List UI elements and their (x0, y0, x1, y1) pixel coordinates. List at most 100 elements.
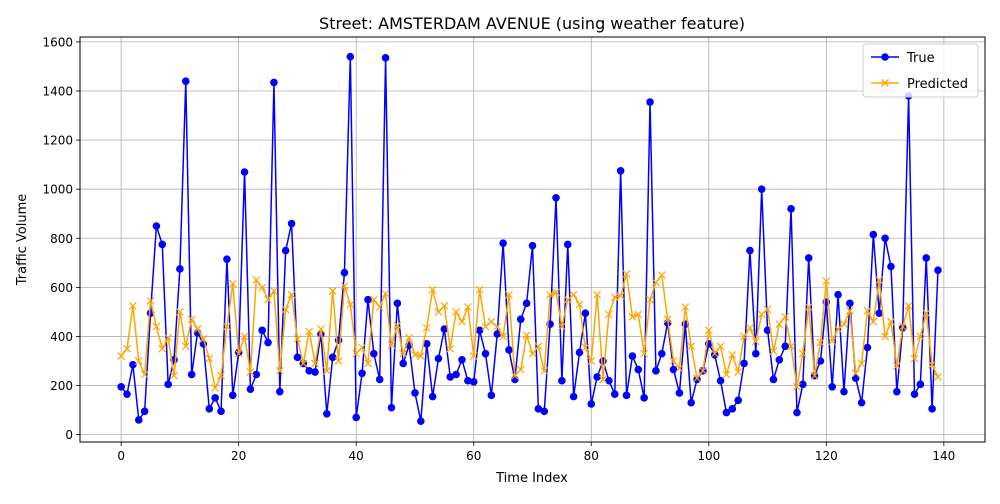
data-point-true (528, 241, 537, 250)
data-point-true (446, 373, 455, 381)
data-point-true (123, 390, 131, 398)
data-point-predicted (393, 321, 402, 330)
data-point-true (775, 355, 784, 364)
data-point-predicted (851, 369, 860, 378)
data-point-predicted (499, 332, 508, 341)
data-point-true (669, 365, 678, 374)
data-point-true (857, 398, 866, 407)
x-tick-label: 80 (584, 449, 599, 463)
data-point-true (464, 376, 472, 385)
data-point-predicted (375, 303, 384, 311)
data-point-true (734, 396, 742, 405)
data-point-predicted (922, 309, 931, 318)
data-point-predicted (128, 301, 137, 310)
data-point-predicted (246, 368, 255, 376)
data-point-predicted (387, 341, 396, 349)
data-point-true (246, 385, 255, 394)
data-point-true (270, 78, 278, 87)
y-tick-label: 600 (50, 281, 73, 295)
data-point-predicted (222, 322, 231, 331)
data-point-predicted (669, 357, 678, 365)
data-point-true (458, 355, 466, 364)
data-point-predicted (622, 269, 631, 278)
data-point-predicted (487, 317, 496, 326)
data-point-predicted (593, 290, 602, 299)
data-point-predicted (557, 322, 566, 331)
data-point-true (893, 387, 901, 396)
legend-true-marker (881, 53, 889, 61)
data-point-true (240, 168, 249, 176)
data-point-predicted (234, 349, 243, 358)
data-point-true (799, 380, 807, 389)
data-point-predicted (411, 350, 419, 359)
data-point-true (693, 375, 701, 384)
data-point-predicted (751, 337, 760, 346)
data-point-true (340, 268, 349, 277)
data-point-true (358, 369, 366, 378)
data-point-predicted (863, 306, 872, 315)
data-point-true (652, 367, 660, 375)
data-point-predicted (399, 349, 408, 358)
data-point-predicted (640, 349, 649, 358)
data-point-true (763, 326, 772, 335)
data-point-predicted (569, 290, 578, 299)
data-point-true (716, 376, 725, 385)
data-point-true (505, 346, 513, 354)
data-point-predicted (164, 333, 173, 342)
data-point-predicted (892, 361, 901, 370)
data-point-predicted (675, 364, 684, 373)
data-point-true (616, 166, 625, 175)
data-point-predicted (381, 289, 390, 298)
legend: True Predicted (862, 43, 979, 98)
data-point-predicted (481, 322, 490, 331)
data-point-true (910, 390, 919, 398)
data-point-true (534, 405, 543, 413)
data-point-true (287, 219, 296, 228)
data-point-true (593, 373, 601, 381)
data-point-true (769, 375, 778, 384)
data-point-true (452, 370, 460, 379)
data-point-true (916, 380, 925, 389)
data-point-true (781, 342, 789, 351)
data-point-true (928, 405, 936, 413)
data-point-true (569, 392, 578, 401)
data-point-true (375, 375, 384, 384)
data-point-predicted (716, 342, 725, 351)
data-point-predicted (816, 338, 825, 347)
data-point-predicted (646, 295, 654, 304)
data-point-true (757, 185, 766, 193)
data-point-true (181, 77, 190, 85)
data-point-predicted (787, 342, 795, 351)
data-point-predicted (875, 276, 884, 284)
data-point-predicted (264, 295, 272, 304)
data-point-predicted (563, 295, 572, 304)
data-point-predicted (869, 317, 878, 326)
data-point-predicted (469, 352, 478, 361)
data-point-predicted (845, 306, 854, 315)
data-point-true (687, 398, 695, 407)
data-point-true (540, 407, 549, 416)
data-point-predicted (217, 371, 225, 380)
data-point-true (258, 326, 266, 335)
data-point-predicted (152, 322, 161, 331)
data-point-true (158, 240, 167, 249)
data-point-true (411, 389, 419, 397)
data-point-predicted (440, 301, 449, 310)
series-predicted (117, 269, 942, 392)
data-point-true (176, 265, 184, 273)
data-point-true (610, 390, 619, 398)
data-point-true (228, 391, 237, 400)
data-point-true (487, 391, 496, 400)
data-point-true (129, 360, 137, 369)
data-point-predicted (798, 349, 807, 358)
data-point-predicted (140, 370, 149, 379)
data-point-predicted (293, 334, 302, 343)
data-point-predicted (123, 344, 131, 353)
data-point-predicted (599, 375, 607, 384)
data-point-true (816, 357, 825, 365)
data-point-predicted (546, 290, 555, 299)
x-tick-label: 60 (466, 449, 481, 463)
data-point-predicted (698, 366, 707, 375)
data-point-predicted (910, 354, 919, 363)
data-point-predicted (604, 310, 613, 319)
